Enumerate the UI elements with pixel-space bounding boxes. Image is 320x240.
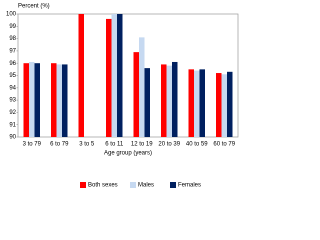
y-tick-label: 96 (9, 61, 16, 67)
bar (117, 14, 123, 137)
bar (78, 14, 84, 137)
legend-swatch (170, 182, 176, 188)
legend-label: Both sexes (88, 183, 118, 189)
x-tick-label: 12 to 19 (131, 142, 153, 148)
bar (133, 52, 139, 137)
legend-label: Males (138, 183, 154, 189)
legend-label: Females (178, 183, 201, 189)
bar (166, 65, 172, 137)
y-tick-label: 97 (9, 48, 16, 54)
legend-swatch (80, 182, 86, 188)
x-tick-label: 20 to 39 (158, 142, 180, 148)
bar (199, 69, 205, 137)
bar (23, 63, 29, 138)
bar (144, 68, 150, 137)
bar (34, 63, 40, 138)
bar (221, 74, 227, 137)
bar (51, 63, 57, 138)
y-tick-label: 95 (9, 73, 16, 79)
bar (161, 64, 167, 137)
bar (172, 61, 178, 137)
y-tick-label: 93 (9, 98, 16, 104)
y-tick-label: 94 (9, 85, 16, 91)
x-tick-label: 6 to 11 (105, 142, 124, 148)
bar (56, 64, 62, 137)
y-tick-label: 90 (9, 135, 16, 141)
legend-swatch (130, 182, 136, 188)
bar (188, 69, 194, 137)
bar (111, 14, 117, 137)
x-axis-title: Age group (years) (104, 151, 152, 157)
y-tick-label: 100 (6, 12, 17, 18)
bar (62, 64, 68, 137)
y-tick-label: 99 (9, 24, 16, 30)
y-tick-label: 98 (9, 36, 16, 42)
x-tick-label: 60 to 79 (213, 142, 235, 148)
bar (194, 70, 200, 137)
x-tick-label: 40 to 59 (186, 142, 208, 148)
x-tick-label: 3 to 5 (79, 142, 95, 148)
x-tick-label: 6 to 79 (50, 142, 69, 148)
bar (29, 61, 35, 137)
chart: Percent (%) Age group (years) 90 91 92 93 94… (6, 4, 239, 189)
bar (227, 71, 233, 137)
bar (106, 18, 112, 138)
bar (216, 73, 222, 137)
y-axis-title: Percent (%) (18, 4, 50, 10)
y-tick-label: 92 (9, 110, 16, 116)
y-tick-label: 91 (9, 122, 16, 128)
bar (139, 37, 145, 138)
x-tick-label: 3 to 79 (23, 142, 42, 148)
